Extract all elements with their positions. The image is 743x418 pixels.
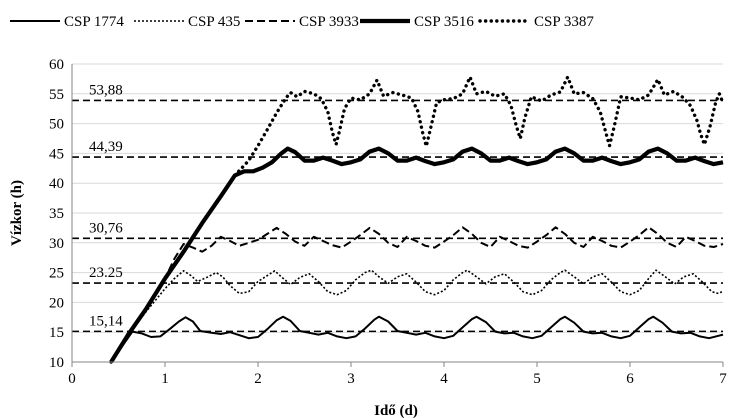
x-tick-label: 0	[68, 371, 76, 387]
axes	[71, 64, 723, 363]
reference-lines: 53,88 44,39 30,76 23.25 15,14	[72, 82, 723, 333]
reference-line-label: 44,39	[89, 139, 123, 155]
series-line-csp-3387	[109, 75, 725, 364]
reference-line-label: 53,88	[89, 82, 123, 98]
y-tick-label: 10	[49, 355, 64, 371]
series-line-csp-1774	[110, 315, 724, 363]
y-tick-label: 40	[49, 176, 64, 192]
reference-line-label: 15,14	[89, 313, 123, 329]
legend-label: CSP 3387	[534, 14, 594, 30]
series-line-csp-435	[110, 269, 724, 363]
gridlines	[72, 63, 723, 333]
y-tick-label: 45	[49, 146, 64, 162]
series-line-csp-3516	[109, 146, 724, 364]
x-tick-label: 3	[347, 371, 355, 387]
legend-label: CSP 435	[188, 14, 240, 30]
series-line-csp-3933	[110, 226, 724, 363]
y-tick-labels: 10 15 20 25 30 35 40 45 50 55 60	[49, 57, 64, 371]
reference-line-label: 30,76	[89, 220, 123, 236]
y-tick-label: 15	[49, 325, 64, 341]
x-tick-labels: 0 1 2 3 4 5 6 7	[68, 362, 727, 387]
x-tick-label: 7	[719, 371, 727, 387]
y-tick-label: 30	[49, 236, 64, 252]
y-tick-label: 60	[49, 57, 64, 73]
series-lines	[109, 75, 725, 364]
y-tick-label: 20	[49, 295, 64, 311]
x-tick-label: 2	[254, 371, 262, 387]
y-tick-label: 55	[49, 87, 64, 103]
legend: CSP 1774 CSP 435 CSP 3933 CSP 3516 CSP 3387	[10, 14, 594, 30]
x-tick-label: 4	[440, 371, 448, 387]
x-tick-label: 6	[626, 371, 634, 387]
x-tick-label: 1	[161, 371, 169, 387]
legend-label: CSP 1774	[64, 14, 124, 30]
x-tick-label: 5	[533, 371, 541, 387]
y-tick-label: 35	[49, 206, 64, 222]
x-axis-title: Idő (d)	[374, 403, 418, 418]
y-axis-title: Vízkor (h)	[9, 180, 25, 246]
y-tick-label: 50	[49, 117, 64, 133]
legend-label: CSP 3516	[414, 14, 474, 30]
legend-label: CSP 3933	[299, 14, 359, 30]
reference-line-label: 23.25	[89, 265, 123, 281]
y-tick-label: 25	[49, 266, 64, 282]
